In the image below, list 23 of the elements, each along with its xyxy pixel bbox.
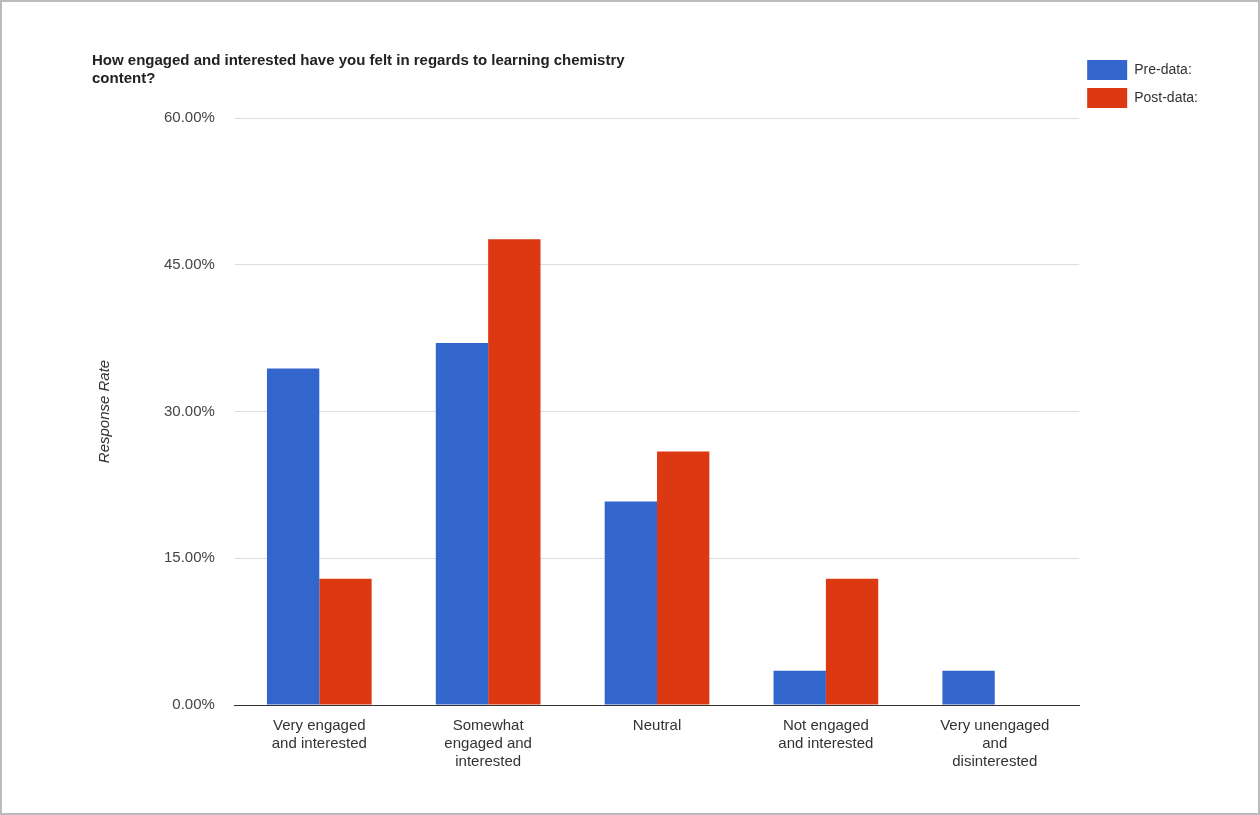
y-tick-label: 45.00% xyxy=(164,254,215,272)
y-tick-label: 0.00% xyxy=(172,695,215,713)
bar xyxy=(319,578,372,705)
chart-title: How engaged and interested have you felt in regards to learning chemistry content? xyxy=(92,51,626,87)
y-tick-label: 30.00% xyxy=(164,401,215,419)
legend-label: Post-data: xyxy=(1134,88,1199,105)
bar xyxy=(942,670,995,705)
x-tick-label: Very engaged and interested xyxy=(271,716,367,752)
x-tick-label: Somewhat engaged and interested xyxy=(444,716,532,770)
bar xyxy=(435,343,489,705)
y-tick-label: 15.00% xyxy=(164,548,215,566)
x-tick-label: Not engaged and interested xyxy=(778,716,874,752)
y-axis-title: Response Rate xyxy=(95,359,113,464)
y-tick-label: 60.00% xyxy=(164,108,215,126)
bar xyxy=(657,451,710,705)
bar xyxy=(825,578,879,705)
x-tick-label: Very unengaged and disinterested xyxy=(940,716,1050,770)
bar xyxy=(266,368,320,705)
bar xyxy=(488,239,541,705)
bar xyxy=(604,501,658,705)
x-tick-label: Neutral xyxy=(632,716,682,734)
legend-label: Pre-data: xyxy=(1134,60,1192,77)
bar xyxy=(773,670,826,705)
